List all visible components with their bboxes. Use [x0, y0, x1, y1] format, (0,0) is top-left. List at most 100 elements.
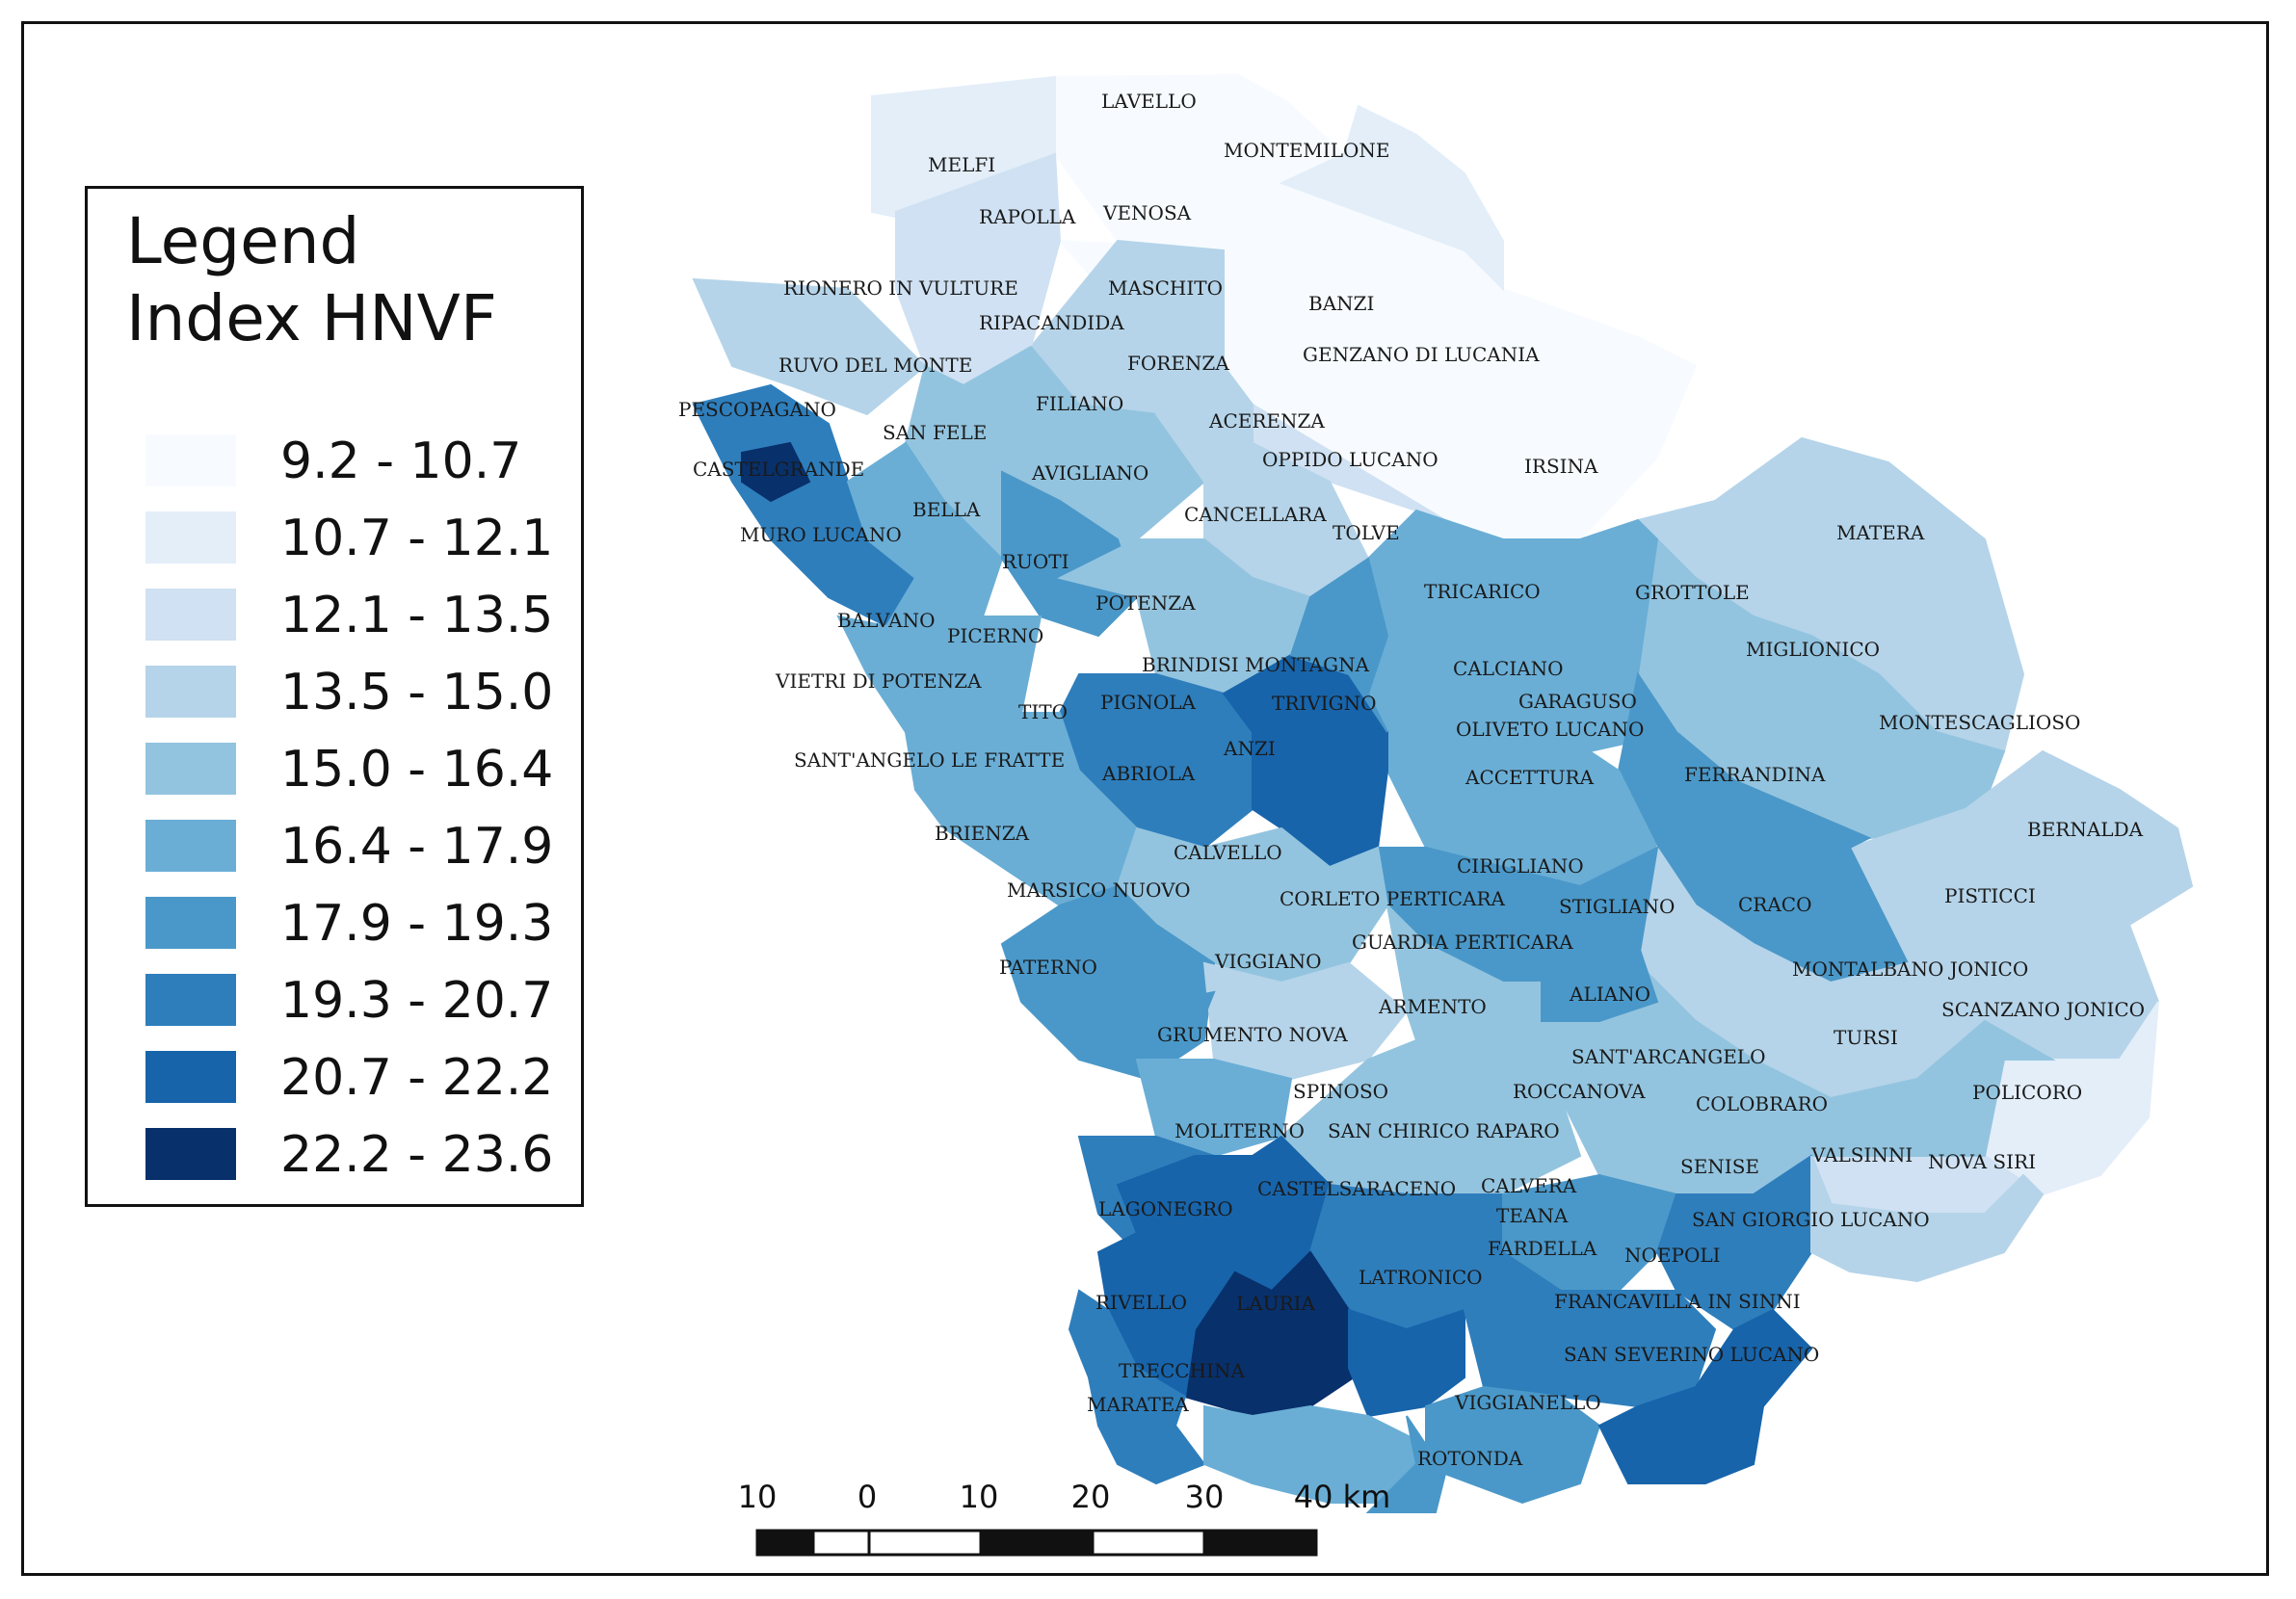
municipality-label: GUARDIA PERTICARA	[1352, 931, 1573, 954]
municipality-label: AVIGLIANO	[1031, 461, 1148, 485]
municipality-label: SAN CHIRICO RAPARO	[1328, 1119, 1560, 1142]
municipality-area[interactable]	[1365, 1415, 1447, 1513]
municipality-label: CASTELGRANDE	[693, 458, 864, 481]
municipality-area[interactable]	[741, 441, 811, 503]
municipality-label: ACERENZA	[1208, 409, 1325, 433]
legend-label: 10.7 - 12.1	[280, 510, 554, 567]
municipality-label: RIONERO IN VULTURE	[783, 276, 1018, 300]
scale-bar-segment	[1091, 1529, 1206, 1557]
municipality-label: PIGNOLA	[1100, 691, 1197, 714]
legend-item: 10.7 - 12.1	[145, 511, 569, 565]
municipality-label: SAN SEVERINO LUCANO	[1564, 1343, 1819, 1366]
municipality-area[interactable]	[836, 575, 1042, 753]
municipality-label: GARAGUSO	[1518, 690, 1637, 713]
municipality-label: ABRIOLA	[1101, 762, 1196, 785]
legend-swatch	[145, 589, 236, 641]
municipality-area[interactable]	[1810, 1155, 2045, 1283]
municipality-label: ACCETTURA	[1465, 766, 1595, 789]
legend-item: 9.2 - 10.7	[145, 434, 569, 488]
municipality-label: RAPOLLA	[979, 205, 1076, 228]
municipality-label: PATERNO	[999, 956, 1097, 979]
municipality-area[interactable]	[1597, 1308, 1813, 1484]
municipality-label: IRSINA	[1524, 455, 1598, 478]
scale-bar-tick-label: 30	[1185, 1479, 1225, 1515]
municipality-label: GENZANO DI LUCANIA	[1303, 343, 1540, 366]
municipality-label: TRECCHINA	[1119, 1359, 1245, 1382]
municipality-area[interactable]	[1541, 942, 1659, 1022]
municipality-label: MASCHITO	[1108, 276, 1223, 300]
municipality-label: LAGONEGRO	[1098, 1197, 1233, 1220]
municipality-label: MURO LUCANO	[740, 523, 902, 546]
municipality-label: TRIVIGNO	[1272, 692, 1377, 715]
municipality-label: BELLA	[912, 498, 981, 521]
scale-bar-tick-label: 0	[858, 1479, 877, 1515]
scale-bar-segment	[1202, 1529, 1318, 1557]
legend-label: 19.3 - 20.7	[280, 972, 554, 1030]
municipality-label: CIRIGLIANO	[1457, 854, 1584, 878]
scale-bar-segment	[979, 1529, 1095, 1557]
municipality-label: RUVO DEL MONTE	[779, 354, 972, 377]
legend-box: Legend Index HNVF 9.2 - 10.7 10.7 - 12.1 1…	[85, 186, 584, 1207]
legend-swatch	[145, 666, 236, 718]
scale-bar-segment	[811, 1529, 871, 1557]
municipality-label: LAURIA	[1236, 1292, 1316, 1315]
legend-item: 15.0 - 16.4	[145, 743, 569, 797]
municipality-label: TRICARICO	[1424, 580, 1541, 603]
scale-bar-tick-label: 40 km	[1294, 1479, 1391, 1515]
municipality-label: SANT'ARCANGELO	[1571, 1045, 1765, 1068]
municipality-area[interactable]	[1001, 470, 1139, 638]
legend-swatch	[145, 434, 236, 486]
municipality-label: GRUMENTO NOVA	[1157, 1023, 1348, 1046]
legend-label: 17.9 - 19.3	[280, 895, 554, 953]
municipality-label: CASTELSARACENO	[1257, 1177, 1456, 1200]
legend-swatch	[145, 743, 236, 795]
municipality-area[interactable]	[1655, 1154, 1833, 1331]
legend-swatch	[145, 974, 236, 1026]
municipality-label: VALSINNI	[1810, 1143, 1913, 1166]
municipality-label: VENOSA	[1102, 201, 1192, 224]
municipality-label: ROCCANOVA	[1513, 1080, 1646, 1103]
municipality-area[interactable]	[1348, 1308, 1465, 1418]
municipality-label: VIGGIANELLO	[1454, 1391, 1601, 1414]
municipality-area[interactable]	[1289, 557, 1389, 733]
municipality-area[interactable]	[1279, 104, 1504, 292]
municipality-label: FILIANO	[1036, 392, 1123, 415]
municipality-label: NOVA SIRI	[1928, 1150, 2036, 1173]
municipality-label: LAVELLO	[1101, 90, 1197, 113]
municipality-label: TOLVE	[1333, 521, 1400, 544]
legend-item: 16.4 - 17.9	[145, 820, 569, 874]
municipality-label: MOLITERNO	[1174, 1119, 1305, 1142]
scale-bar: 10 0 10 20 30 40 km	[738, 1479, 1391, 1557]
municipality-label: PESCOPAGANO	[678, 398, 836, 421]
municipality-area[interactable]	[692, 277, 927, 416]
legend-label: 9.2 - 10.7	[280, 433, 522, 490]
scale-bar-tick-label: 10	[960, 1479, 999, 1515]
municipality-label: SENISE	[1680, 1155, 1759, 1178]
municipality-label: MONTALBANO JONICO	[1792, 957, 2028, 981]
municipality-label: MONTEMILONE	[1224, 139, 1389, 162]
municipality-label: NOEPOLI	[1624, 1244, 1721, 1267]
legend-label: 12.1 - 13.5	[280, 587, 554, 644]
legend-item: 13.5 - 15.0	[145, 666, 569, 720]
municipality-label: CRACO	[1738, 893, 1812, 916]
municipality-label: GROTTOLE	[1635, 581, 1750, 604]
municipality-label: COLOBRARO	[1696, 1092, 1828, 1115]
municipality-label: PICERNO	[947, 624, 1043, 647]
municipality-label: BALVANO	[837, 609, 935, 632]
municipality-label: TEANA	[1496, 1204, 1569, 1227]
municipality-area[interactable]	[1154, 990, 1216, 1052]
municipality-label: MARSICO NUOVO	[1007, 878, 1191, 902]
legend-item: 20.7 - 22.2	[145, 1051, 569, 1105]
municipality-label: CALVELLO	[1174, 841, 1282, 864]
legend-label: 16.4 - 17.9	[280, 818, 554, 876]
municipality-area[interactable]	[1088, 1376, 1206, 1485]
municipality-label: CALVERA	[1481, 1174, 1577, 1197]
municipality-label: CORLETO PERTICARA	[1280, 887, 1506, 910]
scale-bar-tick-label: 20	[1071, 1479, 1111, 1515]
municipality-label: BANZI	[1308, 292, 1374, 315]
municipality-label: RUOTI	[1002, 550, 1069, 573]
municipality-label: STIGLIANO	[1559, 895, 1675, 918]
municipality-label: BERNALDA	[2027, 818, 2144, 841]
municipality-label: CANCELLARA	[1184, 503, 1327, 526]
